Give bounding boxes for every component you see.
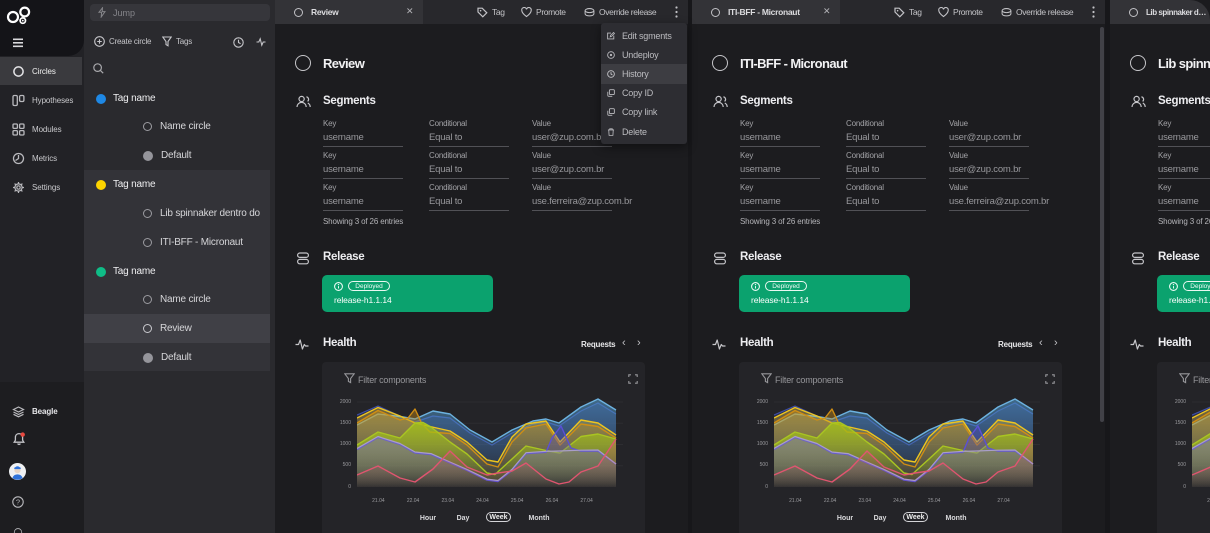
svg-text:?: ? [16, 498, 20, 507]
